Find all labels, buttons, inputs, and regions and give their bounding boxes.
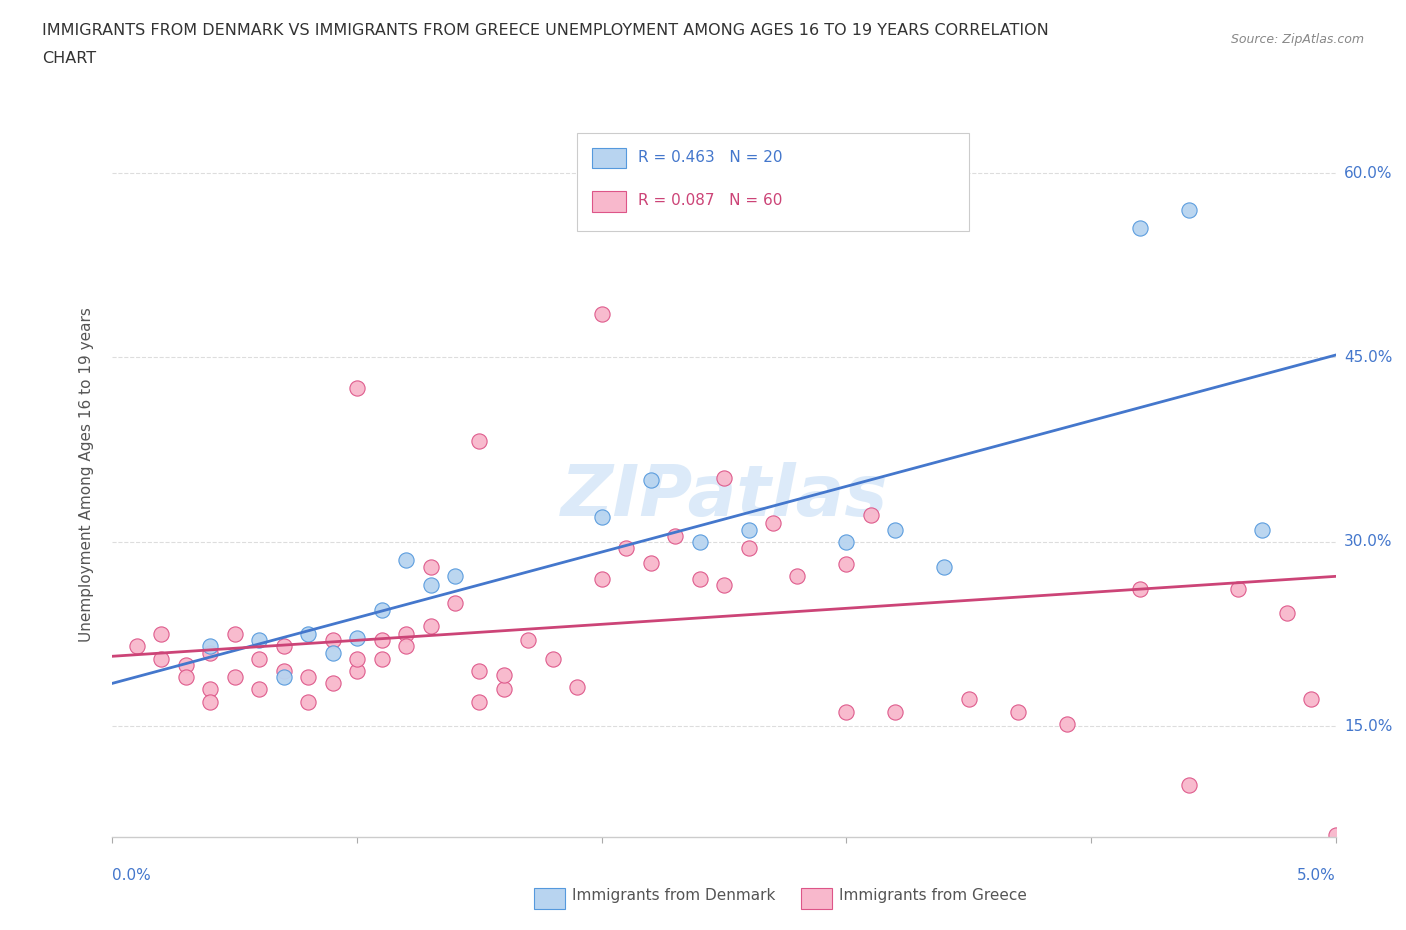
Point	[444, 596, 467, 611]
Point	[322, 676, 344, 691]
Point	[737, 540, 759, 555]
Point	[934, 559, 956, 574]
Point	[297, 670, 319, 684]
Point	[273, 670, 295, 684]
Point	[1129, 221, 1152, 236]
Point	[492, 682, 515, 697]
Point	[273, 664, 295, 679]
Text: R = 0.463   N = 20: R = 0.463 N = 20	[638, 150, 783, 165]
Point	[125, 639, 148, 654]
Point	[370, 602, 392, 617]
Point	[1178, 777, 1201, 792]
Text: 0.0%: 0.0%	[112, 868, 152, 883]
Text: ZIPatlas: ZIPatlas	[561, 461, 887, 530]
Text: 15.0%: 15.0%	[1344, 719, 1392, 734]
Point	[1324, 827, 1347, 842]
Point	[1178, 203, 1201, 218]
Point	[713, 578, 735, 592]
Point	[297, 695, 319, 710]
Point	[492, 667, 515, 682]
Point	[297, 627, 319, 642]
Text: 60.0%: 60.0%	[1344, 166, 1392, 180]
Point	[664, 528, 686, 543]
Point	[200, 695, 222, 710]
Point	[1056, 716, 1078, 731]
Point	[1007, 704, 1029, 719]
Bar	[592, 192, 626, 212]
Bar	[592, 148, 626, 168]
Point	[689, 535, 711, 550]
Point	[737, 522, 759, 537]
Point	[468, 664, 491, 679]
Text: 5.0%: 5.0%	[1296, 868, 1336, 883]
Point	[395, 553, 418, 568]
Point	[1275, 605, 1298, 620]
Text: IMMIGRANTS FROM DENMARK VS IMMIGRANTS FROM GREECE UNEMPLOYMENT AMONG AGES 16 TO : IMMIGRANTS FROM DENMARK VS IMMIGRANTS FR…	[42, 23, 1049, 38]
Text: 30.0%: 30.0%	[1344, 535, 1392, 550]
Point	[614, 540, 637, 555]
Point	[322, 632, 344, 647]
Point	[835, 535, 858, 550]
Point	[517, 632, 540, 647]
Point	[859, 508, 882, 523]
Point	[786, 569, 808, 584]
Point	[591, 307, 613, 322]
Point	[150, 651, 173, 666]
Point	[224, 670, 246, 684]
FancyBboxPatch shape	[578, 133, 969, 232]
Point	[468, 695, 491, 710]
Point	[689, 571, 711, 586]
Text: 45.0%: 45.0%	[1344, 350, 1392, 365]
Point	[640, 555, 662, 570]
Point	[200, 682, 222, 697]
Point	[200, 645, 222, 660]
Point	[468, 433, 491, 448]
Point	[419, 559, 441, 574]
Point	[591, 571, 613, 586]
Point	[322, 645, 344, 660]
Point	[541, 651, 564, 666]
Point	[174, 658, 197, 672]
Point	[395, 639, 418, 654]
Text: CHART: CHART	[42, 51, 96, 66]
Text: R = 0.087   N = 60: R = 0.087 N = 60	[638, 193, 783, 208]
Y-axis label: Unemployment Among Ages 16 to 19 years: Unemployment Among Ages 16 to 19 years	[79, 307, 94, 642]
Point	[370, 632, 392, 647]
Point	[247, 632, 270, 647]
Text: Immigrants from Greece: Immigrants from Greece	[839, 888, 1028, 903]
Point	[419, 578, 441, 592]
Point	[247, 651, 270, 666]
Point	[346, 651, 368, 666]
Point	[567, 680, 589, 695]
Text: Source: ZipAtlas.com: Source: ZipAtlas.com	[1230, 33, 1364, 46]
Point	[884, 704, 907, 719]
Point	[835, 557, 858, 572]
Point	[1226, 581, 1249, 596]
Point	[150, 627, 173, 642]
Point	[224, 627, 246, 642]
Point	[273, 639, 295, 654]
Point	[395, 627, 418, 642]
Point	[370, 651, 392, 666]
Point	[1251, 522, 1274, 537]
Point	[444, 569, 467, 584]
Point	[346, 664, 368, 679]
Point	[346, 380, 368, 395]
Point	[713, 471, 735, 485]
Text: Immigrants from Denmark: Immigrants from Denmark	[572, 888, 776, 903]
Point	[884, 522, 907, 537]
Point	[419, 618, 441, 633]
Point	[174, 670, 197, 684]
Point	[247, 682, 270, 697]
Point	[762, 516, 785, 531]
Point	[200, 639, 222, 654]
Point	[835, 704, 858, 719]
Point	[1301, 692, 1323, 707]
Point	[591, 510, 613, 525]
Point	[640, 473, 662, 488]
Point	[1129, 581, 1152, 596]
Point	[346, 631, 368, 645]
Point	[957, 692, 980, 707]
